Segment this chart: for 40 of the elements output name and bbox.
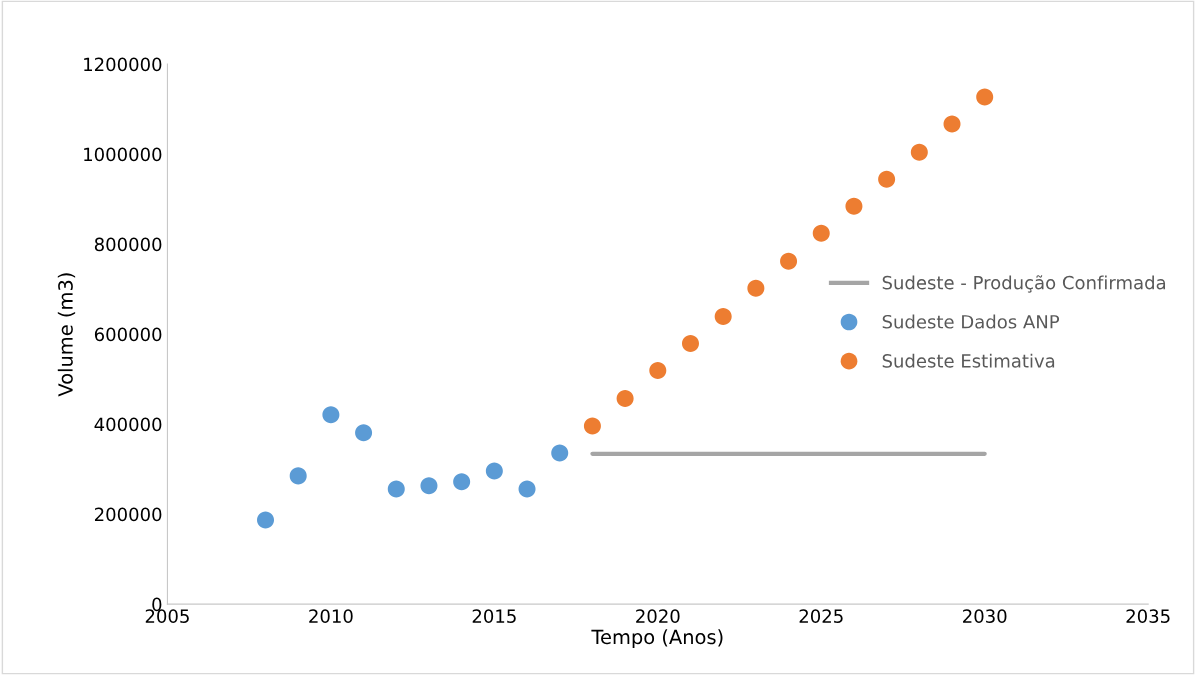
y-tick-label: 200000 — [94, 507, 162, 522]
point — [976, 88, 994, 106]
legend-label: Sudeste - Produção Confirmada — [882, 275, 1166, 293]
point — [780, 252, 798, 270]
point — [649, 362, 667, 380]
x-tick-label: 2010 — [309, 609, 353, 623]
point — [420, 477, 438, 495]
legend-label: Sudeste Estimativa — [882, 353, 1055, 368]
x-axis-title: Tempo (Anos) — [591, 629, 723, 649]
y-tick-label: 600000 — [94, 327, 162, 342]
point — [943, 115, 961, 133]
point — [322, 406, 340, 424]
point — [257, 511, 275, 529]
y-tick-label: 400000 — [94, 417, 162, 432]
point — [551, 444, 569, 462]
point — [355, 424, 373, 442]
x-tick-label: 2025 — [799, 609, 843, 623]
x-tick-label: 2035 — [1126, 609, 1170, 623]
point — [289, 467, 307, 485]
x-tick-label: 2020 — [636, 609, 680, 623]
point — [747, 279, 765, 297]
point — [387, 480, 405, 498]
y-tick-label: 1000000 — [84, 147, 162, 162]
y-axis-title: Volume (m3) — [57, 273, 76, 397]
point — [910, 143, 928, 161]
point — [878, 170, 896, 188]
x-tick-label: 2015 — [472, 609, 516, 623]
point — [714, 308, 732, 326]
x-tick-label: 2030 — [963, 609, 1007, 623]
point — [485, 462, 503, 480]
point — [845, 197, 863, 215]
point — [812, 224, 830, 242]
point — [681, 335, 699, 353]
point — [518, 480, 536, 498]
y-tick-label: 800000 — [94, 237, 162, 252]
point — [453, 473, 471, 491]
legend-label: Sudeste Dados ANP — [882, 314, 1060, 329]
point — [616, 389, 634, 407]
point — [583, 417, 601, 435]
y-tick-label: 1200000 — [84, 57, 162, 72]
